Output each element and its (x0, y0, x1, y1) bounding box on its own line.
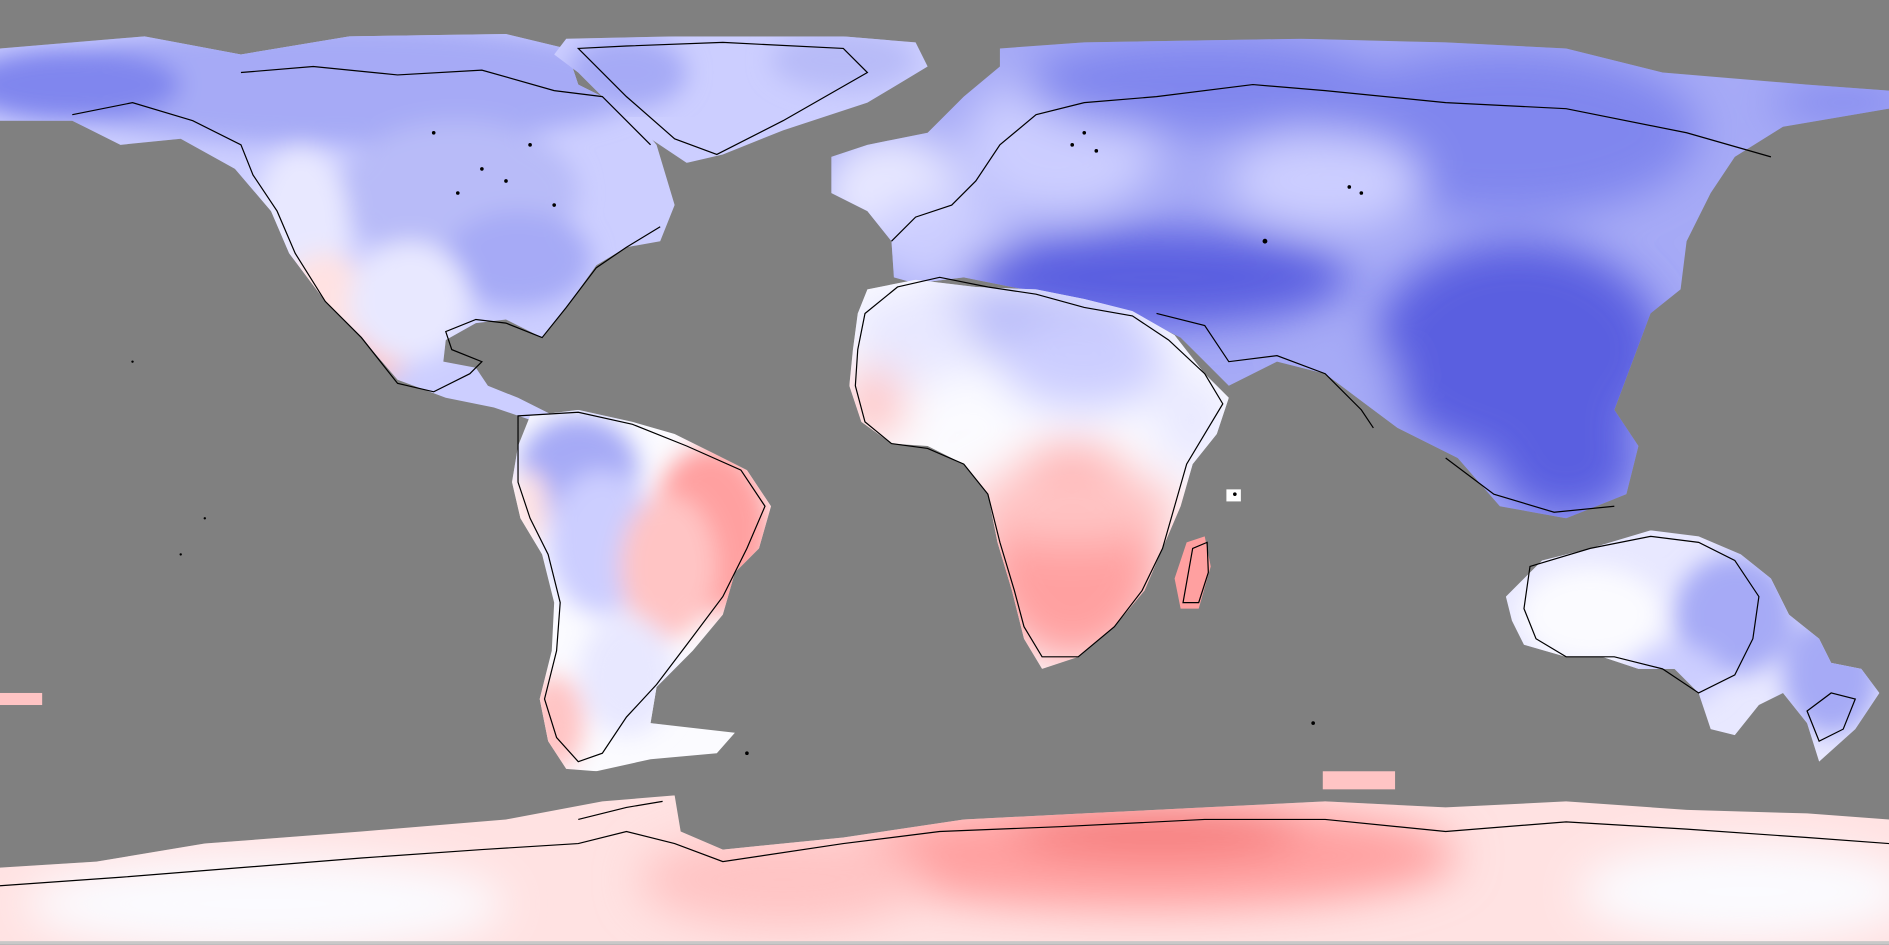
region-fragment-south (1322, 771, 1396, 790)
coastline-detail-dots (131, 130, 1364, 756)
region-fragment-west (0, 692, 43, 706)
bottom-border (0, 941, 1889, 945)
region-africa (849, 279, 1229, 669)
region-madagascar (1174, 536, 1211, 609)
coastlines (0, 41, 1889, 887)
